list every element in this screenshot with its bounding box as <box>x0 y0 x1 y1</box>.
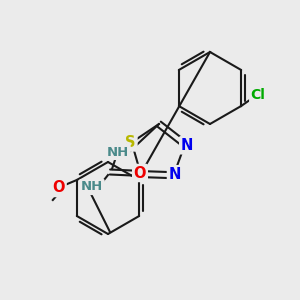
Text: N: N <box>181 138 193 153</box>
Text: O: O <box>52 181 65 196</box>
Text: N: N <box>169 167 181 182</box>
Text: Cl: Cl <box>251 88 266 102</box>
Text: O: O <box>134 166 146 181</box>
Text: NH: NH <box>81 181 103 194</box>
Text: S: S <box>125 135 136 150</box>
Text: NH: NH <box>107 146 129 158</box>
